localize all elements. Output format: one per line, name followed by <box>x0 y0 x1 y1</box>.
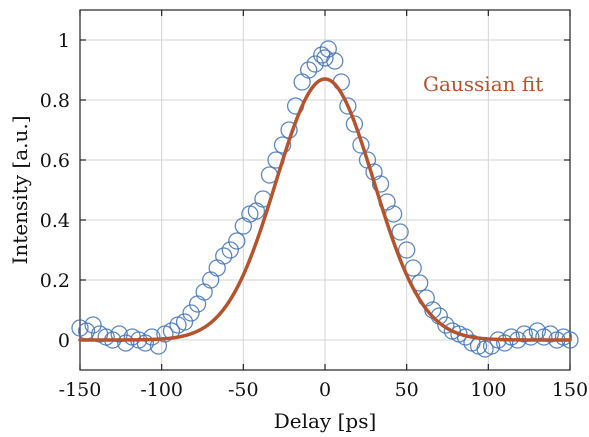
data-point <box>391 223 409 241</box>
gaussian-fit-line <box>78 77 572 342</box>
data-point <box>398 241 416 259</box>
data-point <box>110 325 128 343</box>
data-point <box>143 328 161 346</box>
data-point <box>496 334 514 352</box>
data-point <box>247 202 266 220</box>
x-tick-label: 100 <box>470 379 506 401</box>
data-point <box>136 334 154 352</box>
data-point <box>117 334 135 352</box>
fit-annotation: Gaussian fit <box>423 72 543 96</box>
x-tick-label: -150 <box>59 379 102 401</box>
x-tick-label: -100 <box>140 379 183 401</box>
data-point <box>84 316 102 334</box>
data-point <box>221 241 239 259</box>
data-point <box>522 328 540 346</box>
data-point <box>345 115 364 133</box>
data-point <box>316 49 334 67</box>
data-point <box>208 259 226 277</box>
data-point <box>339 97 357 115</box>
data-point <box>437 316 455 334</box>
data-point <box>326 52 344 70</box>
y-tick-label: 1 <box>58 30 70 52</box>
x-axis-label: Delay [ps] <box>274 409 377 433</box>
data-point <box>306 55 324 73</box>
data-point <box>541 325 560 343</box>
x-tick-label: -50 <box>228 379 259 401</box>
data-point <box>273 136 292 154</box>
data-point <box>182 304 200 322</box>
data-point <box>371 175 390 193</box>
data-point <box>319 40 337 58</box>
data-point <box>300 61 318 79</box>
data-point <box>293 73 311 91</box>
y-axis-label: Intensity [a.u.] <box>8 115 32 264</box>
data-point <box>169 316 187 334</box>
y-tick-label: 0.2 <box>40 270 70 292</box>
data-point <box>175 313 194 331</box>
x-tick-label: 0 <box>319 379 331 401</box>
data-point <box>215 247 233 265</box>
y-tick-label: 0.4 <box>40 210 70 232</box>
data-point <box>228 232 246 250</box>
x-tick-label: 150 <box>552 379 588 401</box>
y-tick-label: 0 <box>58 330 70 352</box>
y-tick-label: 0.6 <box>40 150 70 172</box>
y-tick-label: 0.8 <box>40 90 70 112</box>
data-point <box>195 283 213 301</box>
x-tick-label: 50 <box>395 379 419 401</box>
